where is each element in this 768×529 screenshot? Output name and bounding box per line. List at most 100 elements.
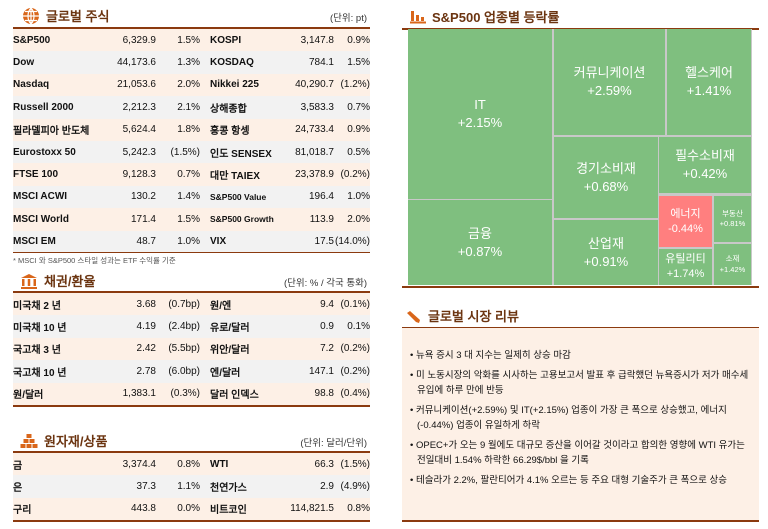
stocks-table: S&P500 6,329.9 1.5% KOSPI 3,147.8 0.9% Dow 44,1… (13, 29, 370, 253)
change-cell: 0.0% (177, 503, 200, 515)
value-cell: 9,128.3 (122, 169, 156, 181)
review-bullet: • 테슬라가 2.2%, 팔란티어가 4.1% 오르는 등 주요 대형 기술주가… (410, 473, 749, 488)
review-bullet: • OPEC+가 오는 9 월에도 대규모 증산을 이어갈 것이라고 합의한 영… (410, 438, 749, 468)
sector-cell: 산업재 +0.91% (554, 220, 658, 285)
name-cell: Dow (13, 57, 35, 69)
divider (402, 520, 759, 522)
value-cell: 17.5 (314, 236, 334, 248)
change-cell: (1.5%) (170, 146, 200, 158)
name-cell: 유로/달러 (210, 323, 250, 335)
sectors-title: S&P500 업종별 등락률 (432, 10, 560, 25)
review-bullet: • 커뮤니케이션(+2.59%) 및 IT(+2.15%) 업종이 가장 큰 폭… (410, 403, 749, 433)
table-row: 금 3,374.4 0.8% WTI 66.3 (1.5%) (13, 453, 370, 476)
name-cell: Eurostoxx 50 (13, 146, 76, 158)
divider (402, 327, 759, 329)
sector-cell: IT +2.15% (408, 29, 552, 199)
name-cell: WTI (210, 458, 229, 470)
name-cell: 금 (13, 460, 23, 472)
name-cell: 은 (13, 483, 23, 495)
name-cell: 달러 인덱스 (210, 390, 259, 402)
value-cell: 4.19 (136, 321, 156, 333)
name-cell: S&P500 Growth (210, 214, 274, 225)
commodities-unit: (단위: 달러/단위) (300, 438, 367, 449)
value-cell: 66.3 (314, 458, 334, 470)
value-cell: 9.4 (320, 298, 334, 310)
sector-change: +1.42% (719, 264, 746, 274)
section-title-sectors: S&P500 업종별 등락률 (410, 7, 559, 26)
value-cell: 98.8 (314, 388, 334, 400)
divider (402, 28, 759, 30)
divider (402, 286, 759, 288)
sector-change: +0.42% (682, 166, 728, 181)
bullet-text: 커뮤니케이션(+2.59%) 및 IT(+2.15%) 업종이 가장 큰 폭으로… (415, 405, 727, 431)
bullet-text: OPEC+가 오는 9 월에도 대규모 증산을 이어갈 것이라고 합의한 영향에… (415, 440, 745, 466)
name-cell: 원/달러 (13, 390, 44, 402)
sector-change: +0.87% (457, 243, 503, 259)
divider (13, 291, 370, 293)
name-cell: 구리 (13, 505, 32, 517)
value-cell: 113.9 (309, 213, 334, 225)
name-cell: S&P500 (13, 34, 51, 46)
bullet-icon: • (410, 370, 416, 381)
sector-cell: 소재 +1.42% (714, 244, 751, 285)
sector-change: +1.74% (666, 268, 705, 280)
change-cell: 2.0% (347, 213, 370, 225)
table-row: 은 37.3 1.1% 천연가스 2.9 (4.9%) (13, 475, 370, 498)
table-row: 국고채 10 년 2.78 (6.0bp) 엔/달러 147.1 (0.2%) (13, 360, 370, 383)
sector-name: 에너지 (670, 207, 701, 220)
change-cell: 1.0% (177, 236, 200, 248)
change-cell: (0.2%) (340, 365, 370, 377)
change-cell: (0.1%) (340, 298, 370, 310)
value-cell: 3,583.3 (300, 101, 334, 113)
sector-change: +2.59% (587, 83, 632, 98)
table-row: Eurostoxx 50 5,242.3 (1.5%) 인도 SENSEX 81,018… (13, 140, 370, 164)
sector-treemap: IT +2.15% 금융 +0.87% 커뮤니케이션 +2.59% 헬스케어 +1.41% 경기… (408, 29, 752, 285)
change-cell: 1.8% (177, 124, 200, 136)
name-cell: 홍콩 항셍 (210, 126, 250, 138)
change-cell: 1.1% (177, 481, 200, 493)
section-title-review: 글로벌 시장 리뷰 (406, 306, 519, 325)
table-row: Dow 44,173.6 1.3% KOSDAQ 784.1 1.5% (13, 51, 370, 74)
change-cell: 0.9% (347, 124, 370, 136)
table-row: 필라델피아 반도체 5,624.4 1.8% 홍콩 항셍 24,733.4 0.9% (13, 118, 370, 141)
stocks-footnote: * MSCI 와 S&P500 스타일 성과는 ETF 수익률 기준 (13, 256, 176, 265)
table-row: 원/달러 1,383.1 (0.3%) 달러 인덱스 98.8 (0.4%) (13, 382, 370, 405)
change-cell: (0.2%) (340, 343, 370, 355)
value-cell: 2.78 (136, 365, 156, 377)
value-cell: 5,624.4 (122, 124, 156, 136)
globe-icon (23, 7, 39, 24)
change-cell: (14.0%) (334, 236, 370, 248)
sector-name: IT (474, 97, 486, 113)
divider (13, 252, 370, 253)
change-cell: (4.9%) (340, 481, 370, 493)
sector-name: 부동산 (722, 208, 743, 218)
change-cell: 1.5% (177, 213, 200, 225)
bullet-icon: • (410, 440, 416, 451)
review-bullet: • 미 노동시장의 악화를 시사하는 고용보고서 발표 후 급락했던 뉴욕증시가… (410, 368, 749, 398)
value-cell: 2.9 (320, 481, 334, 493)
table-row: S&P500 6,329.9 1.5% KOSPI 3,147.8 0.9% (13, 29, 370, 52)
change-cell: (5.5bp) (168, 343, 200, 355)
bullet-icon: • (410, 475, 416, 486)
value-cell: 3,147.8 (300, 34, 334, 46)
bullet-text: 뉴욕 증시 3 대 지수는 일제히 상승 마감 (415, 350, 571, 361)
name-cell: 상해종합 (210, 103, 247, 115)
review-title: 글로벌 시장 리뷰 (428, 309, 519, 324)
sector-change: +1.41% (686, 83, 732, 98)
name-cell: VIX (210, 236, 227, 248)
divider (13, 405, 370, 407)
table-row: 국고채 3 년 2.42 (5.5bp) 위안/달러 7.2 (0.2%) (13, 337, 370, 361)
name-cell: MSCI ACWI (13, 191, 68, 203)
sector-change: -0.44% (668, 222, 703, 235)
value-cell: 2.42 (136, 343, 156, 355)
change-cell: (0.3%) (170, 388, 200, 400)
bonds-table: 미국채 2 년 3.68 (0.7bp) 원/엔 9.4 (0.1%) 미국채 10 년 4.… (13, 293, 370, 405)
name-cell: Nikkei 225 (210, 79, 259, 91)
change-cell: (2.4bp) (168, 321, 200, 333)
value-cell: 171.4 (130, 213, 156, 225)
sector-change: +0.81% (719, 219, 746, 228)
sector-name: 경기소비재 (576, 160, 636, 176)
value-cell: 21,053.6 (117, 79, 156, 91)
change-cell: 0.7% (347, 101, 370, 113)
sector-cell: 부동산 +0.81% (714, 196, 751, 242)
